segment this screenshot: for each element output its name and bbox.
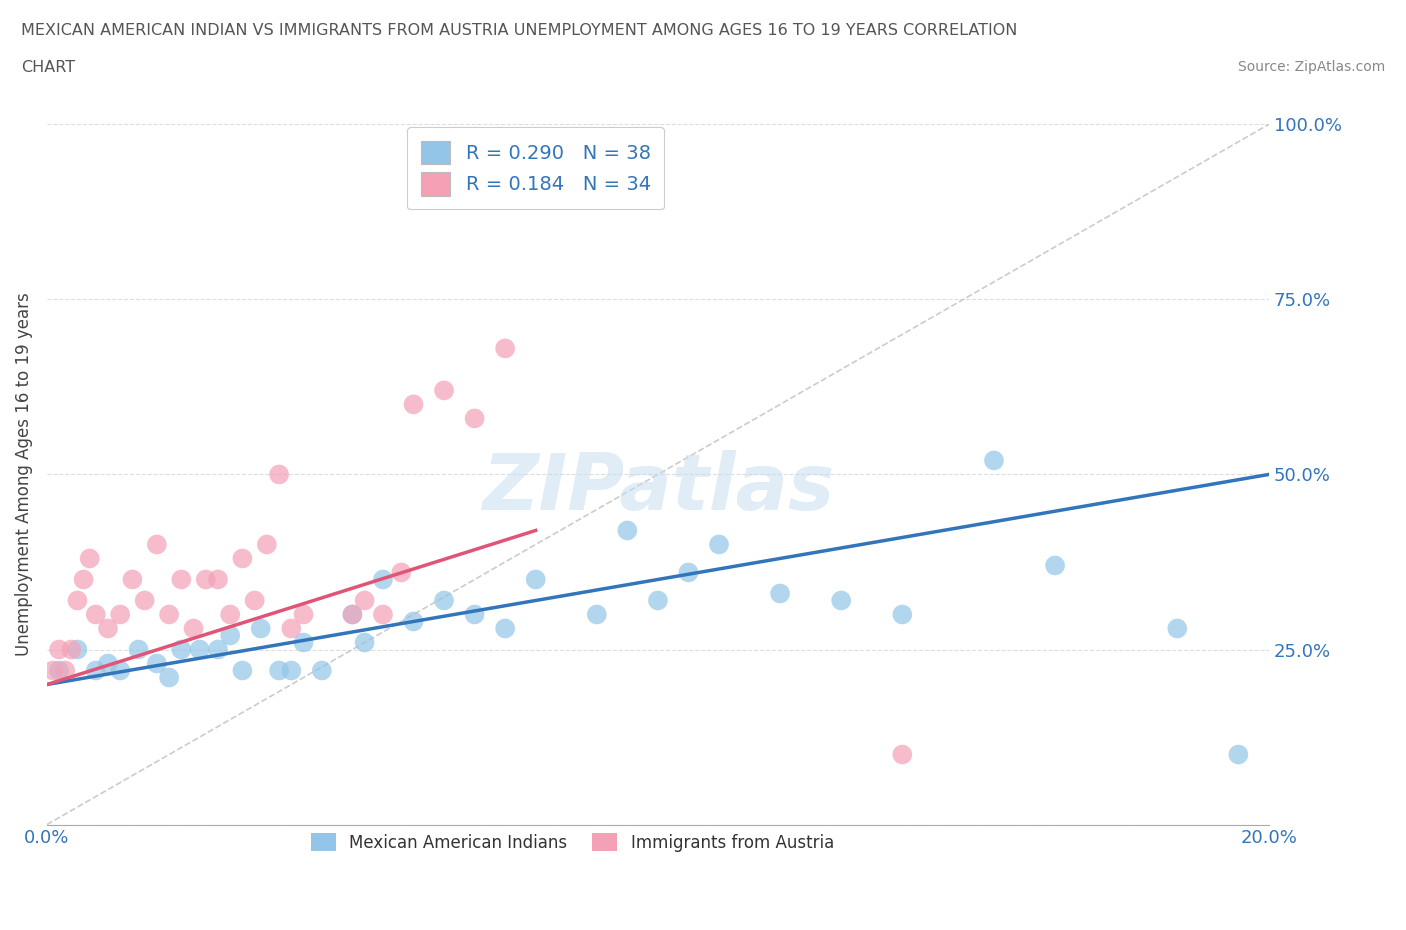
Point bbox=[433, 593, 456, 608]
Point bbox=[1043, 558, 1066, 573]
Point bbox=[647, 593, 669, 608]
Point bbox=[830, 593, 852, 608]
Point bbox=[707, 537, 730, 551]
Point bbox=[243, 593, 266, 608]
Point bbox=[249, 621, 271, 636]
Point bbox=[170, 572, 193, 587]
Point bbox=[108, 663, 131, 678]
Point bbox=[231, 663, 253, 678]
Point bbox=[769, 586, 792, 601]
Point bbox=[267, 663, 290, 678]
Point bbox=[402, 614, 425, 629]
Point bbox=[108, 607, 131, 622]
Point bbox=[433, 383, 456, 398]
Point bbox=[267, 467, 290, 482]
Y-axis label: Unemployment Among Ages 16 to 19 years: Unemployment Among Ages 16 to 19 years bbox=[15, 293, 32, 657]
Point bbox=[891, 747, 914, 762]
Point bbox=[79, 551, 101, 566]
Text: MEXICAN AMERICAN INDIAN VS IMMIGRANTS FROM AUSTRIA UNEMPLOYMENT AMONG AGES 16 TO: MEXICAN AMERICAN INDIAN VS IMMIGRANTS FR… bbox=[21, 23, 1018, 38]
Point bbox=[183, 621, 205, 636]
Point bbox=[292, 607, 315, 622]
Point bbox=[280, 621, 302, 636]
Point bbox=[157, 671, 180, 685]
Point bbox=[616, 523, 638, 538]
Point bbox=[371, 572, 394, 587]
Point bbox=[72, 572, 94, 587]
Point bbox=[311, 663, 333, 678]
Text: ZIPatlas: ZIPatlas bbox=[482, 450, 834, 526]
Point bbox=[342, 607, 364, 622]
Point bbox=[84, 607, 107, 622]
Point bbox=[194, 572, 217, 587]
Point bbox=[219, 628, 242, 643]
Point bbox=[1166, 621, 1188, 636]
Point bbox=[42, 663, 65, 678]
Point bbox=[353, 593, 375, 608]
Legend: Mexican American Indians, Immigrants from Austria: Mexican American Indians, Immigrants fro… bbox=[304, 827, 841, 858]
Point bbox=[353, 635, 375, 650]
Point bbox=[402, 397, 425, 412]
Point bbox=[97, 656, 120, 671]
Point bbox=[219, 607, 242, 622]
Point bbox=[60, 642, 83, 657]
Point bbox=[464, 411, 486, 426]
Point bbox=[170, 642, 193, 657]
Text: Source: ZipAtlas.com: Source: ZipAtlas.com bbox=[1237, 60, 1385, 74]
Point bbox=[128, 642, 150, 657]
Point bbox=[891, 607, 914, 622]
Point bbox=[1227, 747, 1250, 762]
Point bbox=[983, 453, 1005, 468]
Point bbox=[146, 656, 169, 671]
Point bbox=[157, 607, 180, 622]
Point bbox=[48, 663, 70, 678]
Point bbox=[231, 551, 253, 566]
Point bbox=[371, 607, 394, 622]
Point bbox=[48, 642, 70, 657]
Point bbox=[188, 642, 211, 657]
Point bbox=[389, 565, 412, 580]
Point bbox=[494, 341, 516, 356]
Point bbox=[207, 572, 229, 587]
Point bbox=[256, 537, 278, 551]
Point bbox=[146, 537, 169, 551]
Point bbox=[292, 635, 315, 650]
Point bbox=[678, 565, 700, 580]
Text: CHART: CHART bbox=[21, 60, 75, 75]
Point bbox=[134, 593, 156, 608]
Point bbox=[342, 607, 364, 622]
Point bbox=[121, 572, 143, 587]
Point bbox=[66, 642, 89, 657]
Point bbox=[53, 663, 76, 678]
Point bbox=[207, 642, 229, 657]
Point bbox=[97, 621, 120, 636]
Point bbox=[524, 572, 547, 587]
Point bbox=[585, 607, 607, 622]
Point bbox=[66, 593, 89, 608]
Point bbox=[280, 663, 302, 678]
Point bbox=[464, 607, 486, 622]
Point bbox=[84, 663, 107, 678]
Point bbox=[494, 621, 516, 636]
